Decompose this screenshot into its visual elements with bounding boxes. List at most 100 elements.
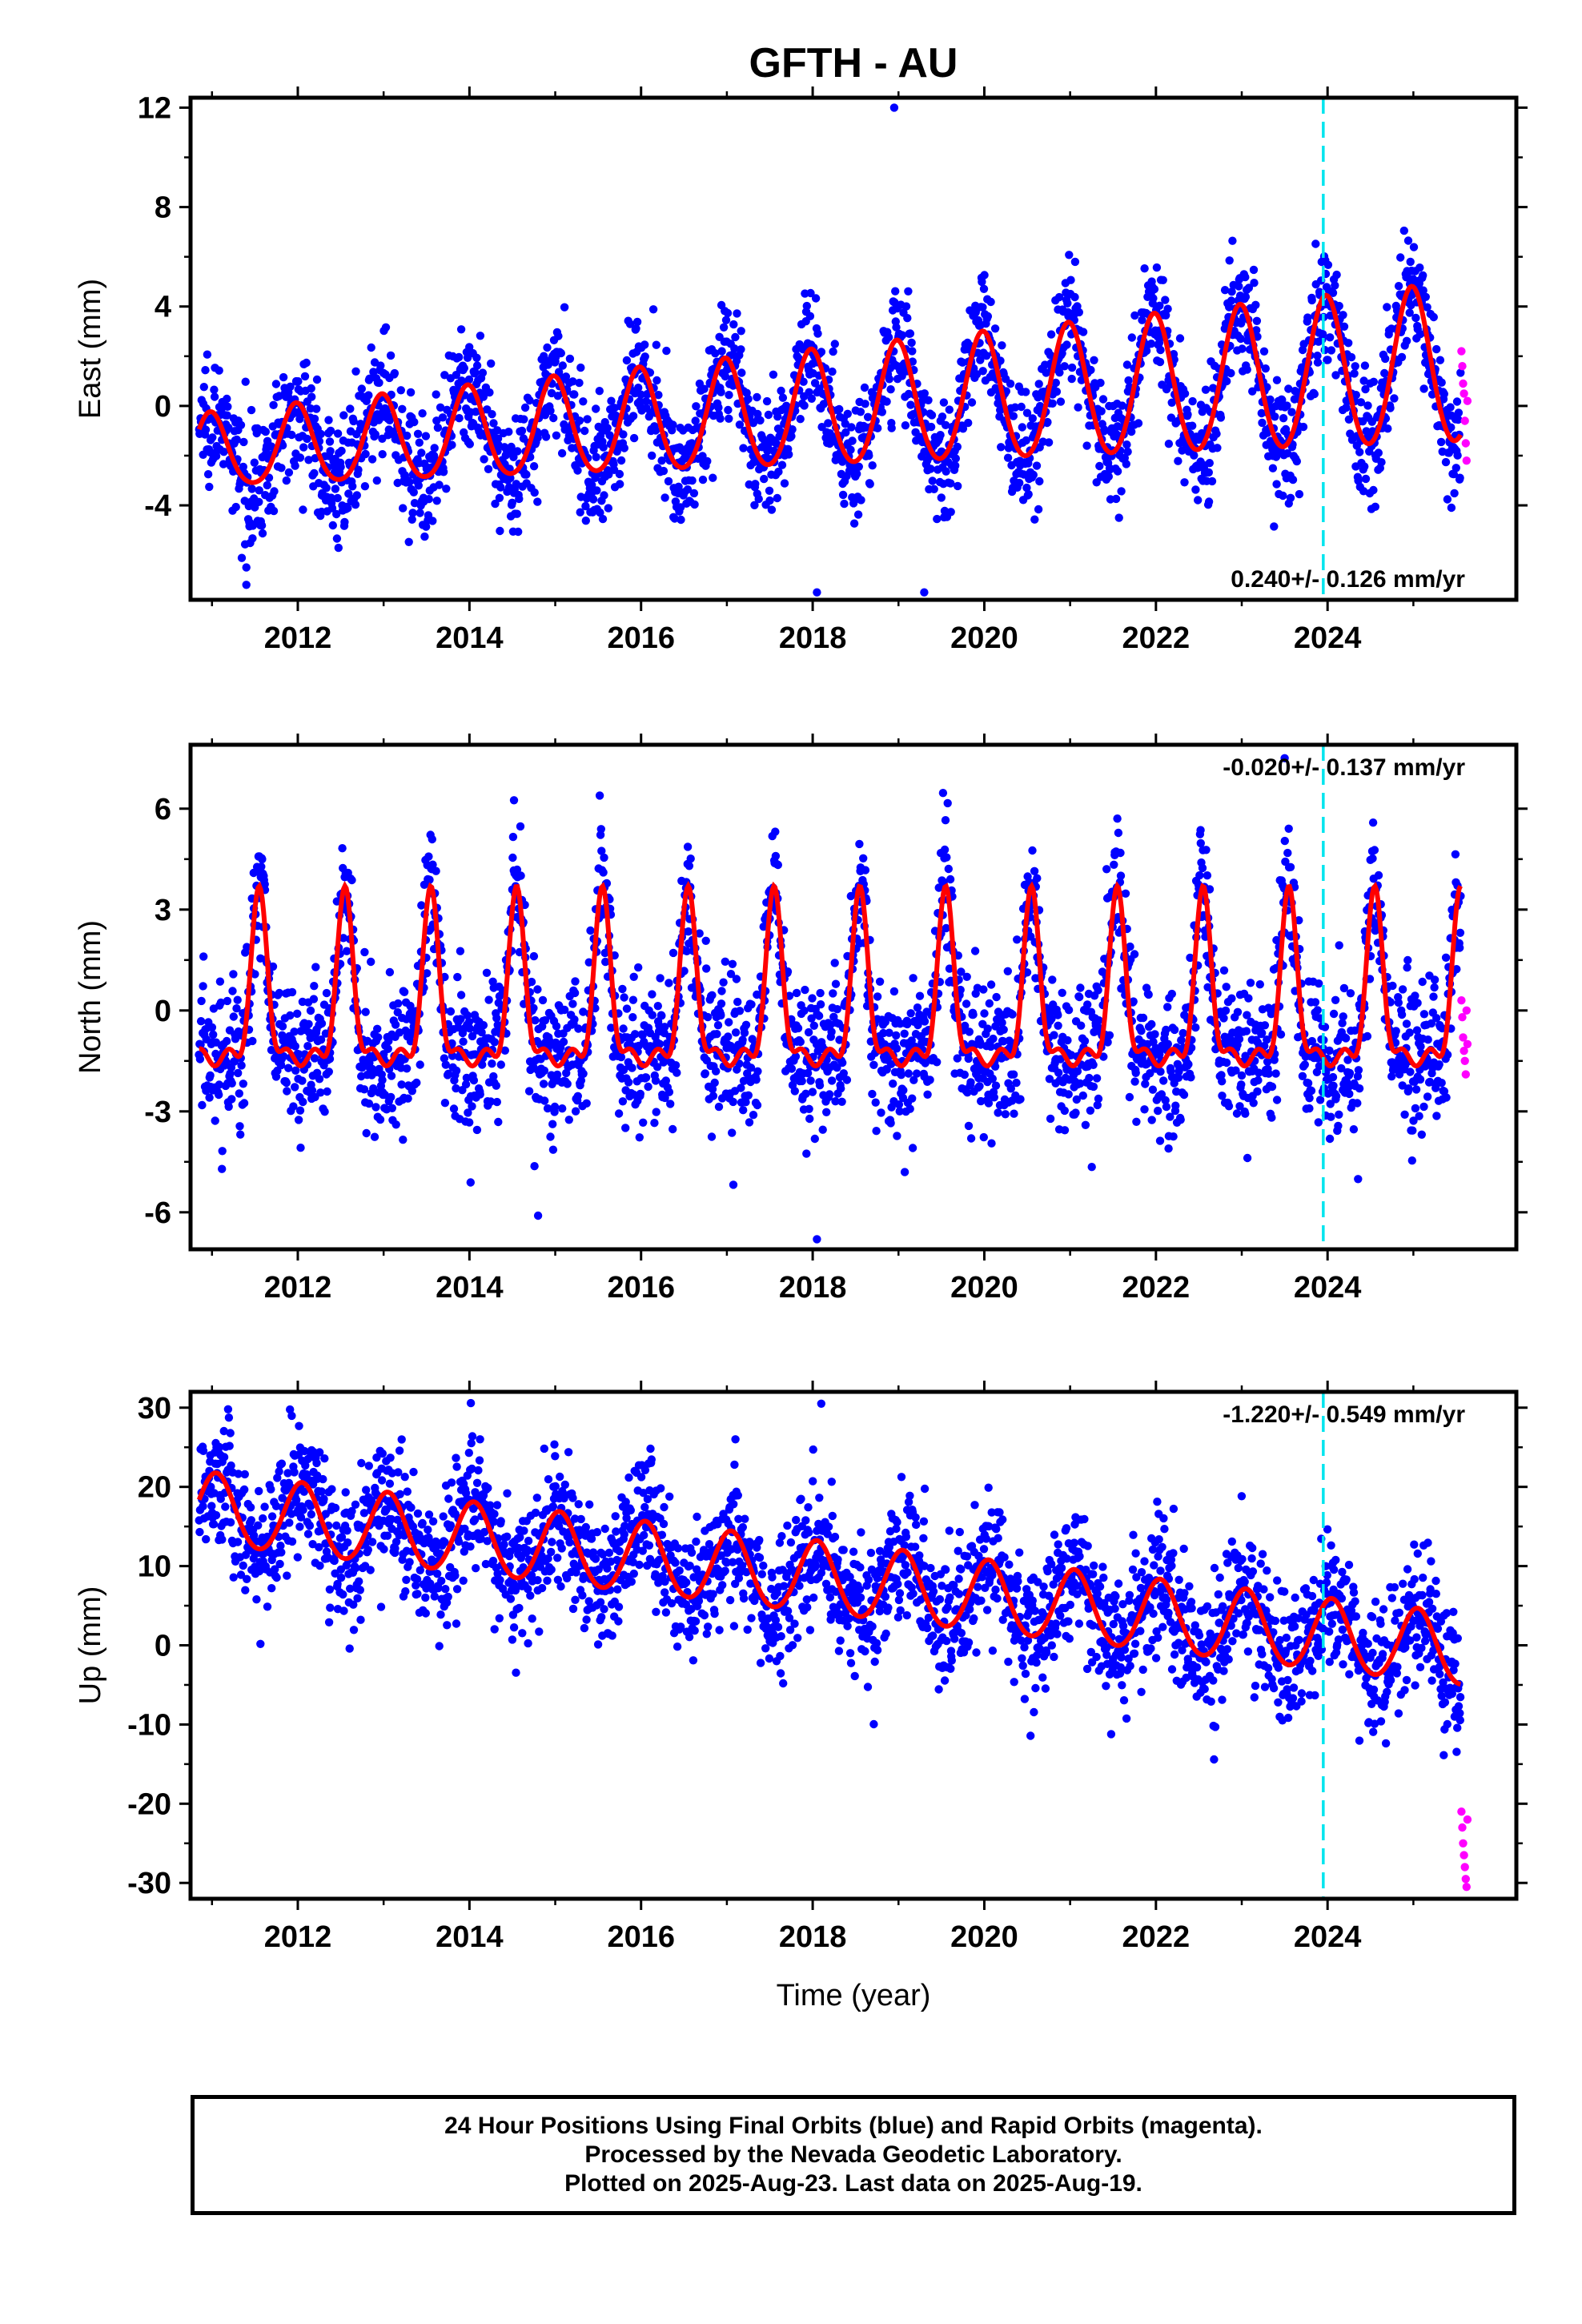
east-final-point <box>677 515 685 525</box>
north-final-point <box>243 943 251 951</box>
north-final-point <box>397 1080 406 1089</box>
chart-title: GFTH - AU <box>749 40 958 86</box>
east-final-point <box>1359 487 1368 496</box>
north-final-point <box>800 1006 809 1015</box>
north-final-point <box>1195 870 1204 880</box>
north-final-point <box>783 967 793 976</box>
north-final-point <box>900 1029 909 1039</box>
east-final-point <box>396 386 405 395</box>
north-final-point <box>1129 997 1138 1006</box>
north-final-point <box>370 1132 379 1141</box>
north-final-point <box>1267 1082 1277 1092</box>
east-final-point <box>945 405 954 414</box>
north-final-point <box>1078 1091 1088 1100</box>
north-final-point <box>563 1080 572 1088</box>
north-final-point <box>804 1027 813 1037</box>
east-final-point <box>632 317 642 327</box>
north-final-point <box>1184 1059 1193 1069</box>
east-final-point <box>1022 388 1030 396</box>
north-final-point <box>1267 1113 1276 1122</box>
east-final-point <box>1223 376 1231 386</box>
north-final-point <box>653 1002 662 1011</box>
north-final-point <box>488 1059 496 1068</box>
north-final-point <box>1008 1010 1017 1019</box>
north-final-point <box>1080 1036 1090 1046</box>
east-final-point <box>1035 476 1044 486</box>
east-final-point <box>1204 497 1214 506</box>
east-final-point <box>1051 378 1061 388</box>
north-final-point <box>317 1019 327 1028</box>
north-final-point <box>1154 1106 1162 1116</box>
east-final-point <box>1251 300 1260 309</box>
north-final-point <box>1081 1120 1090 1130</box>
north-final-point <box>607 1023 616 1032</box>
east-final-point <box>1063 299 1072 308</box>
north-final-point <box>735 1007 745 1015</box>
north-final-point <box>236 1130 245 1139</box>
east-final-point <box>304 456 313 464</box>
north-final-point <box>1083 1000 1092 1009</box>
north-final-point <box>1060 1106 1070 1116</box>
north-final-point <box>1295 916 1303 925</box>
east-final-point <box>683 485 693 494</box>
north-final-point <box>291 1083 299 1092</box>
east-final-point <box>1387 324 1396 333</box>
north-final-point <box>464 1018 474 1027</box>
north-final-point <box>393 1007 402 1017</box>
east-final-point <box>247 405 256 415</box>
east-final-point <box>700 384 709 393</box>
east-final-point <box>847 423 856 432</box>
east-final-point <box>236 420 246 429</box>
east-final-point <box>632 324 640 333</box>
north-final-point <box>1217 1071 1226 1080</box>
north-final-point <box>714 1102 724 1112</box>
east-final-point <box>570 390 579 399</box>
north-final-point <box>1116 871 1126 880</box>
east-final-point <box>714 403 723 412</box>
east-final-point <box>1138 316 1146 324</box>
east-final-point <box>565 354 575 364</box>
east-final-point <box>223 402 232 411</box>
east-final-point <box>1443 495 1452 504</box>
north-final-point <box>198 1100 207 1110</box>
east-final-point <box>622 356 632 365</box>
north-final-point <box>733 997 742 1007</box>
north-final-point <box>1072 1095 1082 1104</box>
east-final-point <box>302 358 311 368</box>
east-final-point <box>1082 441 1091 450</box>
north-final-point <box>986 1042 995 1051</box>
east-final-point <box>863 412 873 421</box>
north-final-point <box>1071 1108 1080 1117</box>
east-final-point <box>824 419 833 428</box>
east-final-point <box>390 368 400 378</box>
north-final-point <box>574 1024 583 1033</box>
north-final-point <box>1093 1100 1102 1110</box>
north-final-point <box>1103 1038 1112 1047</box>
north-final-point <box>1010 1109 1018 1118</box>
east-final-point <box>1235 282 1243 291</box>
east-final-point <box>208 433 217 442</box>
north-final-point <box>990 1093 999 1102</box>
east-final-point <box>334 543 343 553</box>
north-final-point <box>1246 979 1255 987</box>
east-final-point <box>937 493 946 502</box>
east-final-point <box>1356 398 1366 407</box>
north-final-point <box>713 1030 721 1039</box>
north-final-point <box>1131 1068 1140 1078</box>
east-final-point <box>692 402 701 411</box>
north-final-point <box>1260 1021 1270 1030</box>
east-final-point <box>413 429 423 438</box>
north-final-point <box>579 1069 588 1079</box>
north-final-point <box>975 1082 984 1091</box>
north-final-point <box>897 1071 905 1080</box>
north-final-point <box>685 862 694 870</box>
east-final-point <box>865 451 873 460</box>
east-final-point <box>287 430 296 440</box>
north-final-point <box>529 1003 538 1013</box>
east-final-point <box>729 320 738 329</box>
north-final-point <box>846 891 856 901</box>
east-final-point <box>907 338 916 348</box>
north-final-point <box>423 969 432 978</box>
east-final-point <box>508 498 516 507</box>
north-final-point <box>323 1087 331 1096</box>
